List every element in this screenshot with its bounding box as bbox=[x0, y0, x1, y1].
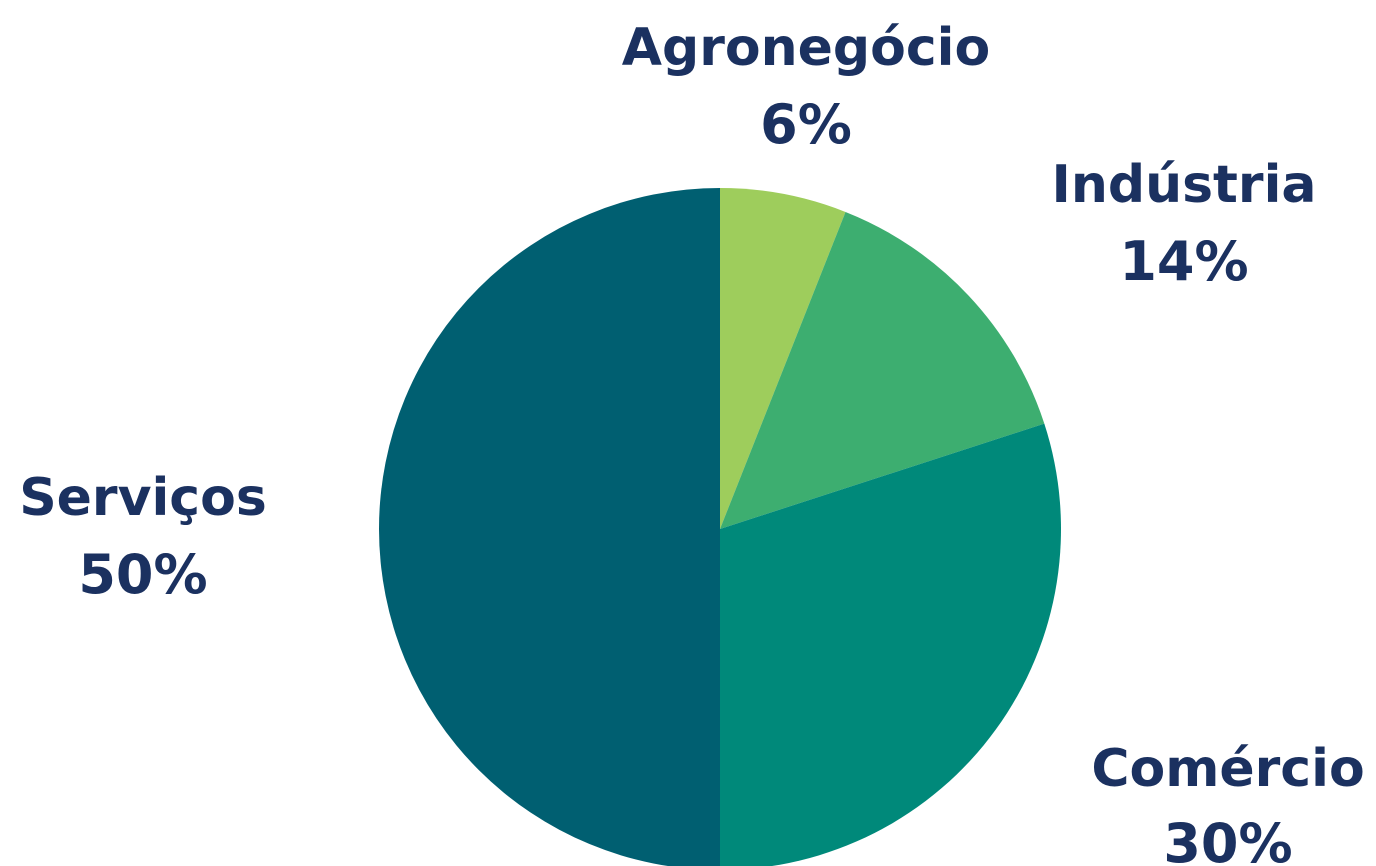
slice-value-agronegocio: 6% bbox=[760, 93, 852, 156]
slice-label-agronegocio: Agronegócio 6% bbox=[622, 18, 990, 156]
slice-name-industria: Indústria bbox=[1052, 155, 1317, 215]
pie-slice-agronegocio bbox=[720, 188, 846, 529]
slice-name-agronegocio: Agronegócio bbox=[622, 18, 990, 78]
pie-slice-servicos bbox=[379, 188, 720, 866]
pie-labels: Agronegócio 6% Indústria 14% Comércio 30… bbox=[19, 18, 1364, 866]
slice-label-comercio: Comércio 30% bbox=[1091, 739, 1364, 866]
slice-value-industria: 14% bbox=[1119, 230, 1248, 293]
slice-name-servicos: Serviços bbox=[19, 468, 267, 528]
pie-slice-industria bbox=[720, 211, 1045, 529]
slice-value-servicos: 50% bbox=[78, 543, 207, 606]
slice-name-comercio: Comércio bbox=[1091, 739, 1364, 799]
slice-value-comercio: 30% bbox=[1163, 812, 1292, 866]
pie-slice-comercio bbox=[720, 423, 1061, 866]
pie-slices bbox=[379, 188, 1061, 866]
slice-label-industria: Indústria 14% bbox=[1052, 155, 1317, 293]
slice-label-servicos: Serviços 50% bbox=[19, 468, 267, 606]
